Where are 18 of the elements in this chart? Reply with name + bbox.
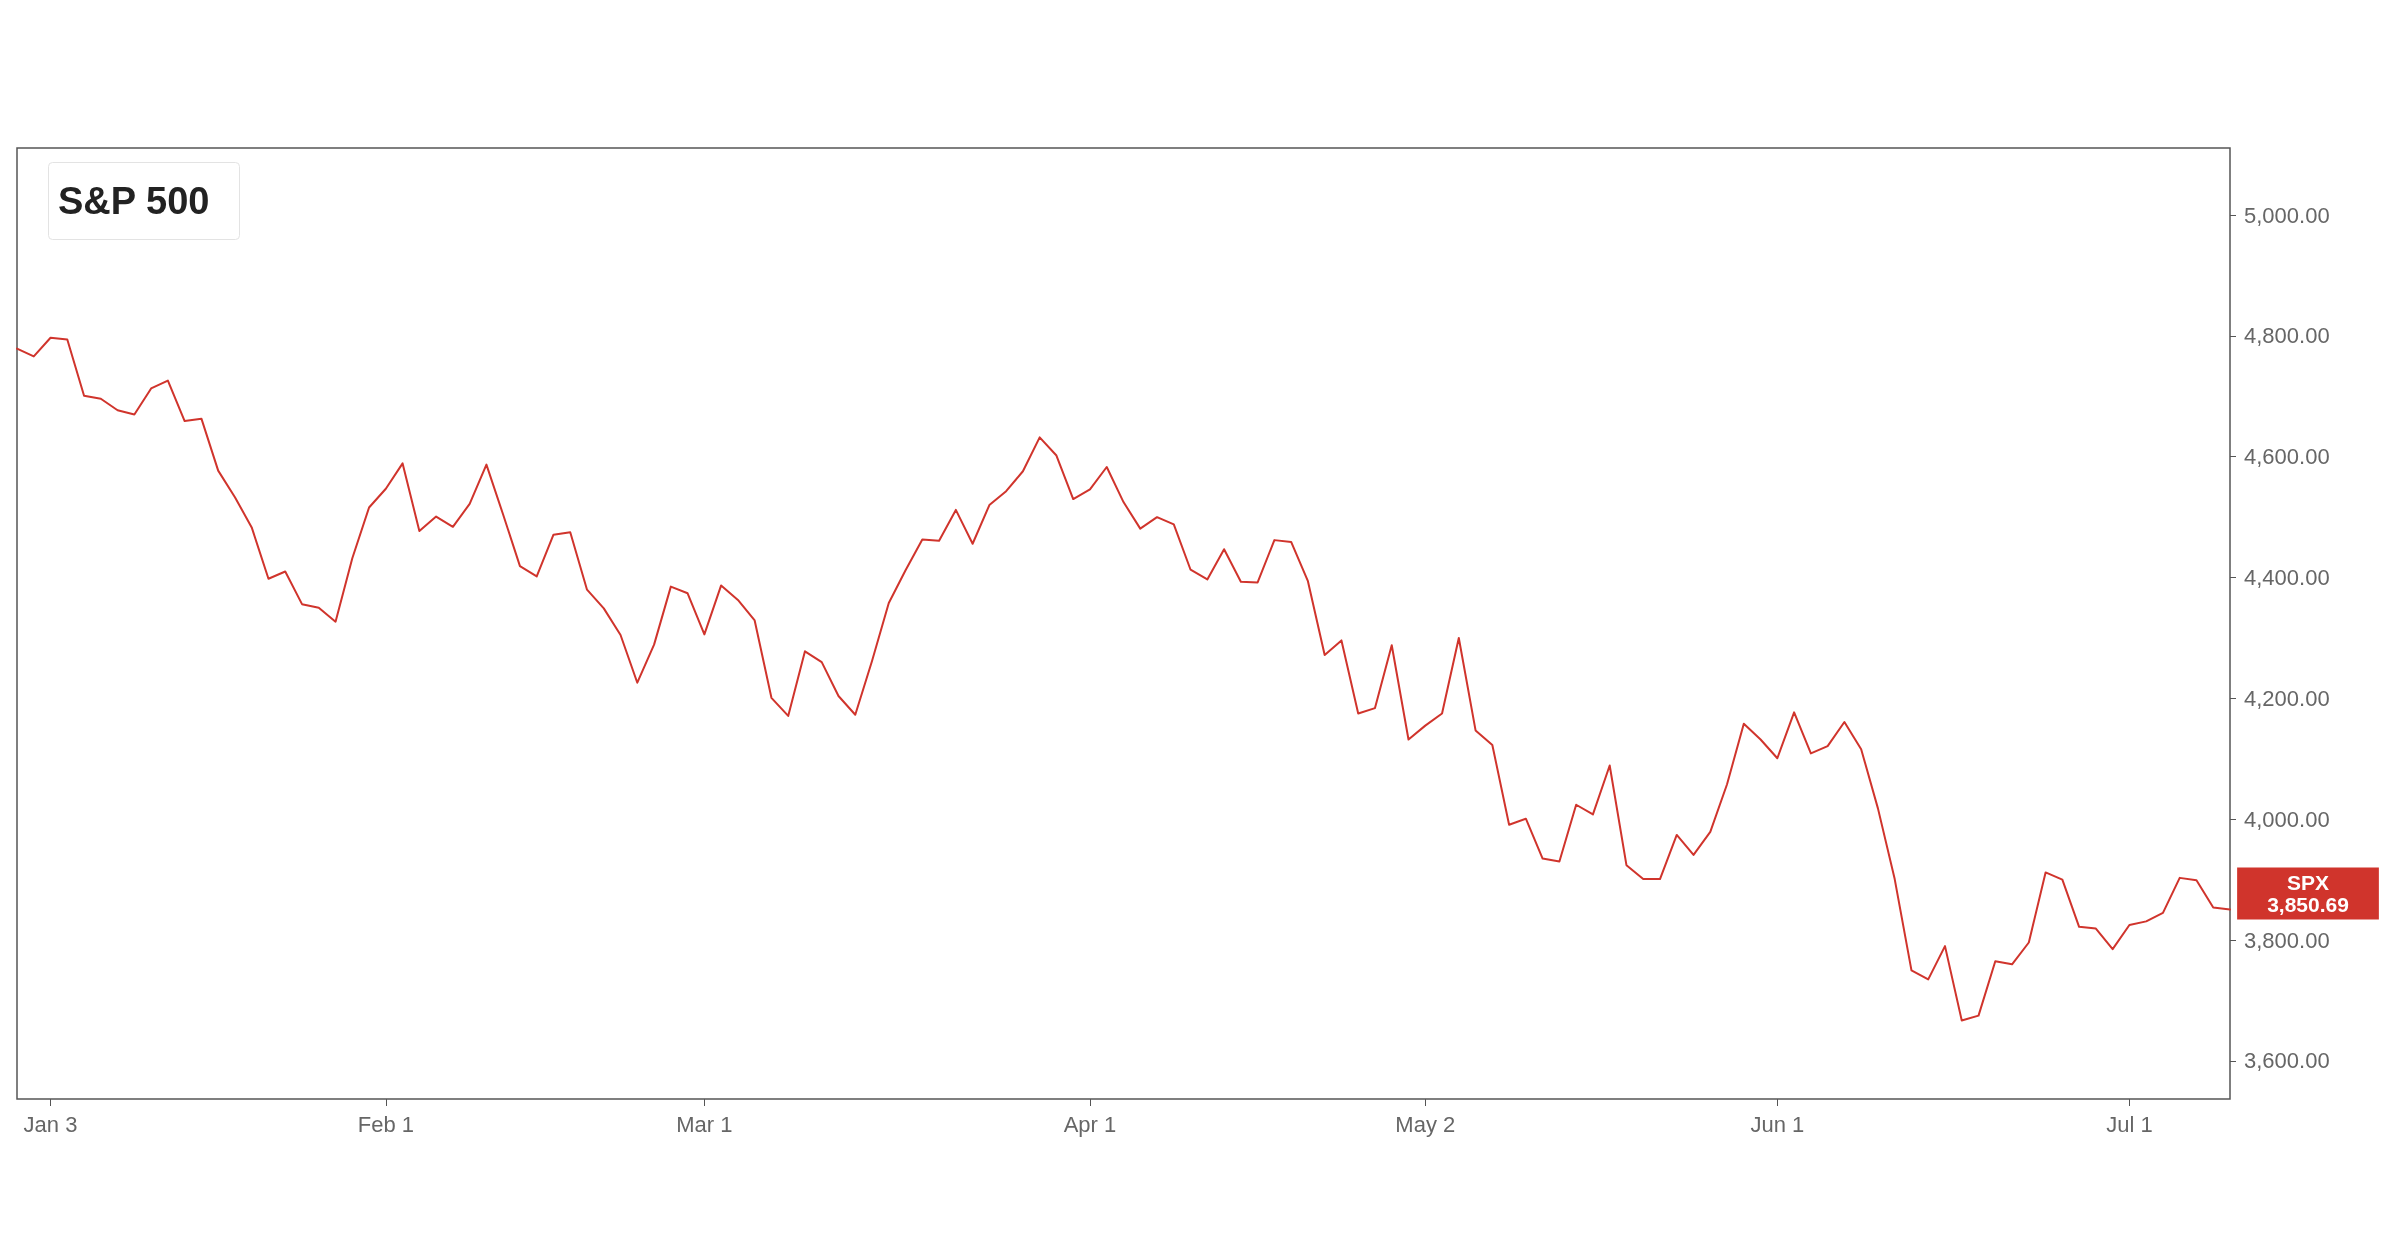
- y-tick-label: 3,600.00: [2244, 1048, 2330, 1074]
- x-tick-label: Feb 1: [357, 1111, 414, 1137]
- y-tick-label: 4,800.00: [2244, 323, 2330, 349]
- y-tick-label: 4,200.00: [2244, 685, 2330, 711]
- y-tick-label: 4,000.00: [2244, 806, 2330, 832]
- y-tick-label: 5,000.00: [2244, 202, 2330, 228]
- x-tick-label: Jul 1: [2106, 1111, 2153, 1137]
- text: SPX 3,850.69: [2267, 870, 2349, 916]
- y-tick-label: 3,800.00: [2244, 927, 2330, 953]
- x-tick-label: Apr 1: [1063, 1111, 1117, 1137]
- y-tick-label: 4,400.00: [2244, 565, 2330, 591]
- x-tick-label: Jun 1: [1750, 1111, 1805, 1137]
- y-tick-label: 4,600.00: [2244, 444, 2330, 470]
- x-tick-label: Mar 1: [676, 1111, 733, 1137]
- x-tick-label: May 2: [1395, 1111, 1456, 1137]
- x-tick-label: Jan 3: [23, 1111, 78, 1137]
- text: S&P 500: [58, 180, 210, 222]
- line-series: [16, 336, 2231, 1022]
